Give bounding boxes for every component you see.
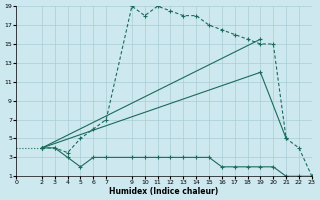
X-axis label: Humidex (Indice chaleur): Humidex (Indice chaleur) <box>109 187 219 196</box>
